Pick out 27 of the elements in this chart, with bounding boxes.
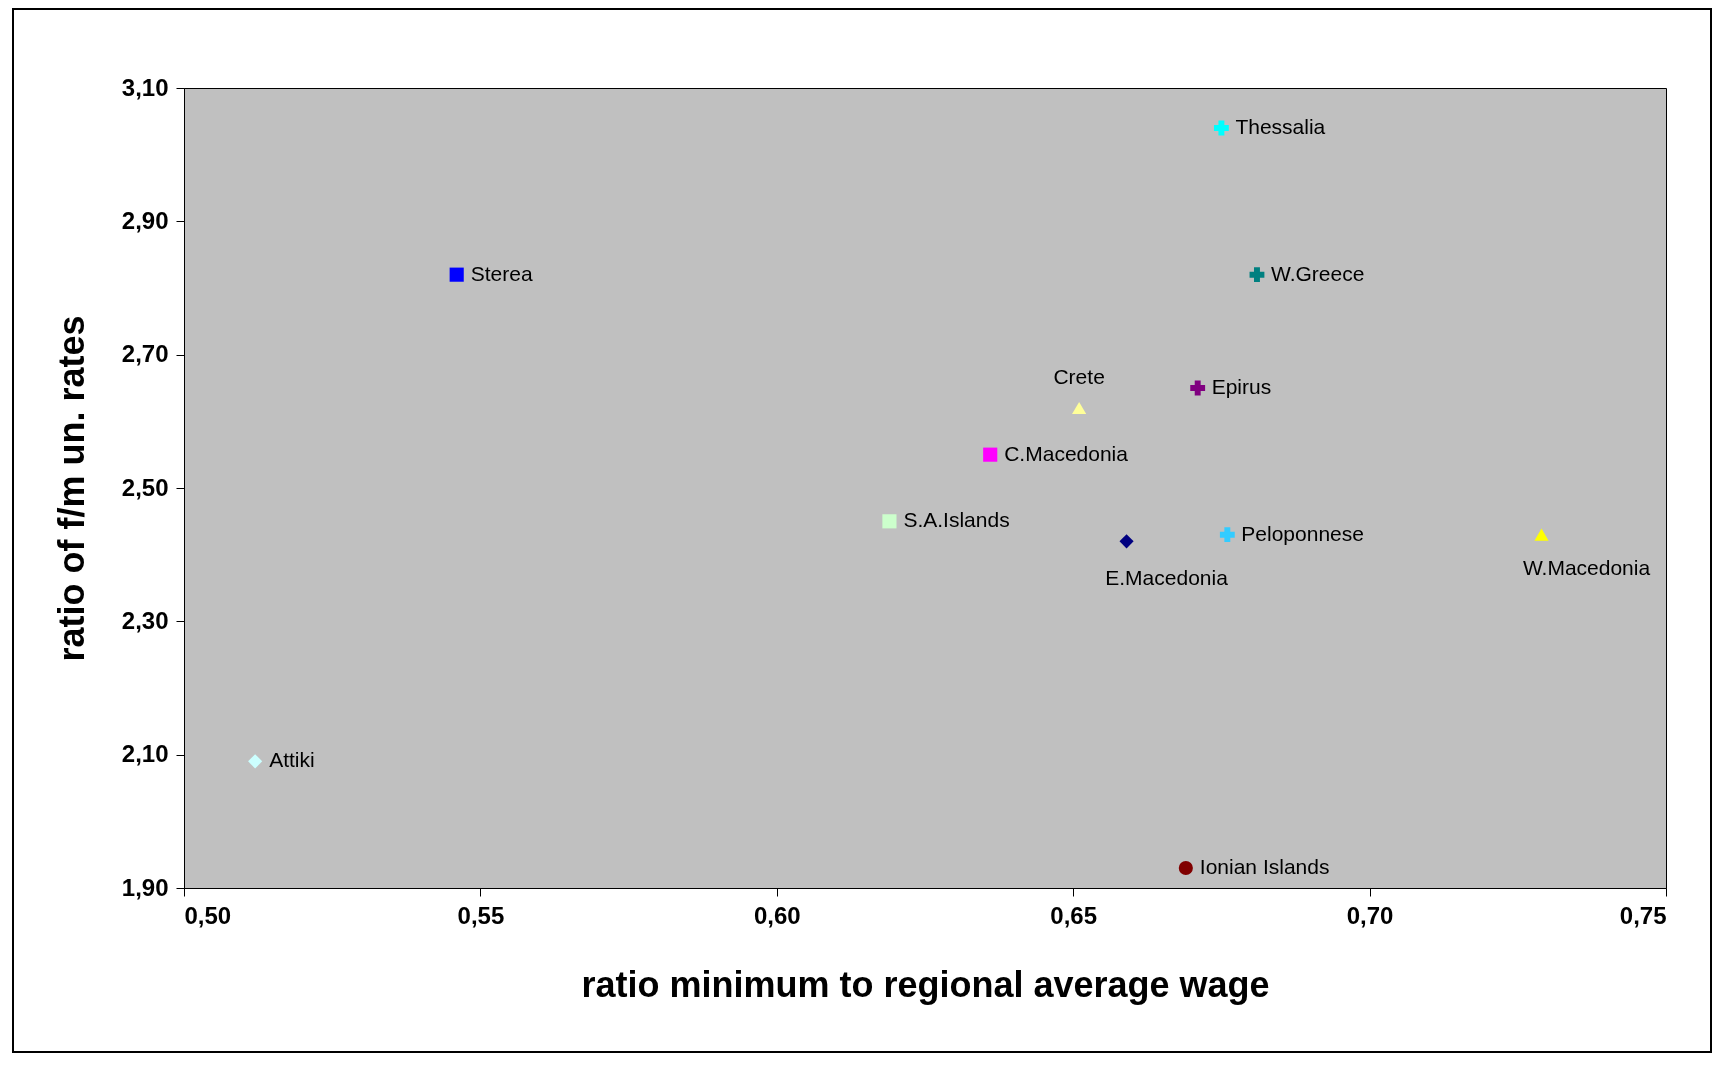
series-label: Epirus (1211, 375, 1272, 398)
series-label: Thessalia (1235, 115, 1326, 138)
x-tick-label: 0,55 (457, 901, 505, 929)
y-tick-label: 1,90 (121, 873, 169, 901)
series-label: W.Greece (1270, 261, 1365, 285)
y-tick-label: 2,50 (121, 473, 169, 501)
series-label: S.A.Islands (903, 508, 1010, 532)
series-label: Ionian Islands (1199, 855, 1330, 878)
series-label: Crete (1053, 365, 1105, 388)
x-tick-label: 0,70 (1346, 901, 1394, 929)
x-tick-label: 0,75 (1619, 901, 1667, 929)
y-tick-label: 2,10 (121, 740, 169, 768)
y-axis-title: ratio of f/m un. rates (50, 315, 92, 662)
x-tick-label: 0,60 (753, 901, 801, 929)
series-label: E.Macedonia (1105, 566, 1229, 590)
y-tick-label: 2,30 (121, 606, 169, 634)
y-tick-label: 2,90 (121, 206, 169, 234)
series-label: Sterea (470, 261, 533, 285)
y-tick-label: 3,10 (121, 73, 169, 101)
y-tick-label: 2,70 (121, 340, 169, 368)
series-label: W.Macedonia (1522, 555, 1651, 579)
series-label: C.Macedonia (1004, 441, 1129, 465)
x-axis-title: ratio minimum to regional average wage (581, 963, 1270, 1005)
x-tick-label: 0,65 (1050, 901, 1098, 929)
series-label: Attiki (269, 748, 315, 772)
x-tick-label: 0,50 (184, 901, 232, 929)
series-label: Peloponnese (1241, 521, 1364, 545)
